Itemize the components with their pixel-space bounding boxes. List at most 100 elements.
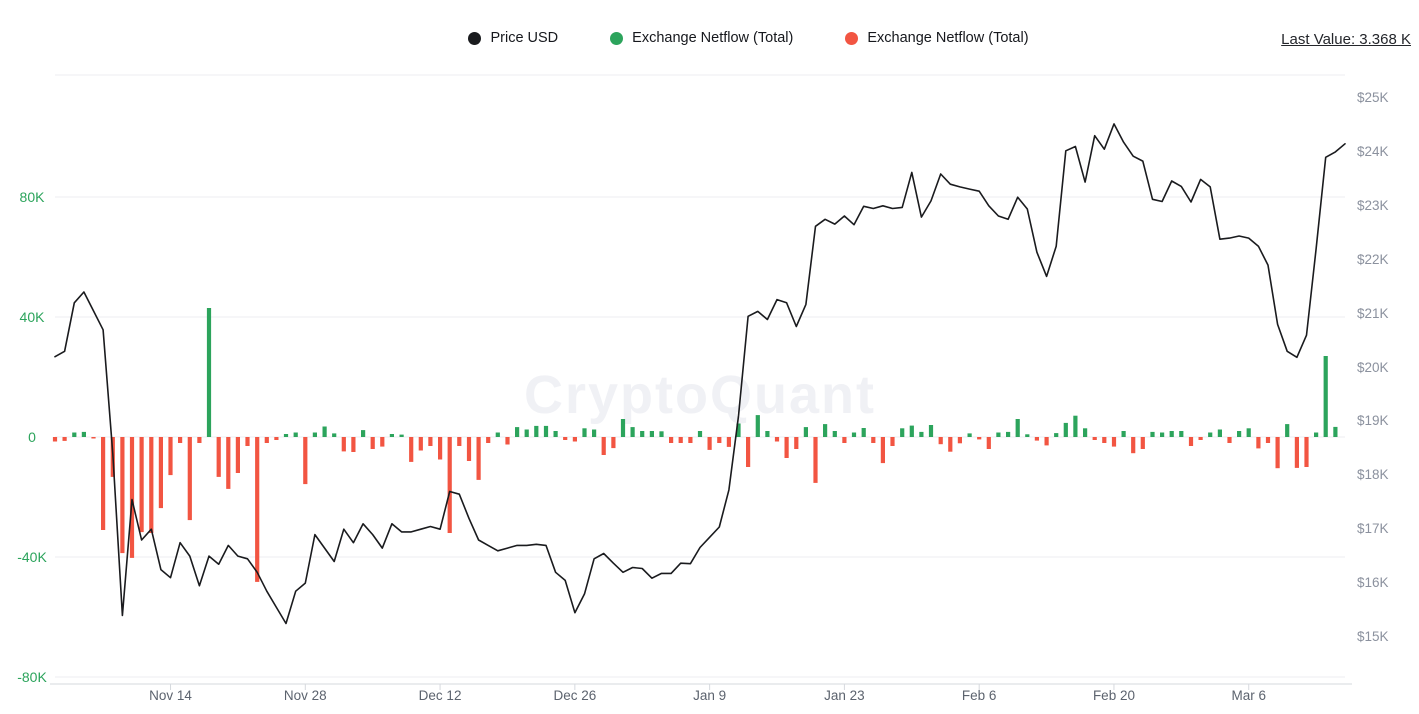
netflow-bar: [226, 437, 231, 489]
netflow-bar: [1073, 415, 1078, 437]
netflow-bar: [678, 437, 683, 443]
netflow-bar: [264, 437, 269, 443]
price-axis-label: $18K: [1357, 467, 1389, 482]
netflow-bar: [255, 437, 260, 582]
netflow-bar: [312, 432, 317, 437]
netflow-bar: [1083, 428, 1088, 437]
x-axis-label: Jan 9: [693, 688, 727, 703]
netflow-bar: [216, 437, 221, 477]
netflow-bar: [206, 308, 212, 437]
netflow-bar: [428, 437, 433, 446]
netflow-bar: [957, 437, 962, 444]
netflow-bar: [466, 437, 472, 461]
netflow-bar: [765, 431, 770, 437]
netflow-bar: [158, 437, 163, 509]
netflow-bar: [909, 425, 914, 437]
x-axis-label: Feb 20: [1092, 688, 1135, 703]
legend-item-netflow-negative[interactable]: Exchange Netflow (Total): [845, 30, 1029, 46]
netflow-bar: [1323, 356, 1328, 437]
netflow-bar: [1054, 433, 1059, 437]
netflow-bar: [1006, 431, 1011, 437]
netflow-axis-label: 80K: [19, 189, 45, 205]
gridlines: [50, 74, 1352, 685]
x-axis-label: Dec 12: [418, 688, 462, 703]
netflow-bar: [52, 437, 58, 442]
netflow-bar: [389, 434, 394, 437]
netflow-bar: [1198, 437, 1203, 440]
price-axis-label: $21K: [1357, 306, 1389, 321]
legend-item-netflow-positive[interactable]: Exchange Netflow (Total): [610, 30, 793, 46]
netflow-bar: [1150, 431, 1155, 437]
netflow-bar: [1034, 437, 1039, 441]
netflow-bar: [890, 437, 895, 446]
netflow-bar: [746, 437, 751, 467]
netflow-bar: [563, 437, 568, 440]
netflow-bar: [1169, 431, 1174, 437]
netflow-axis-label: 40K: [19, 309, 45, 325]
netflow-bar: [505, 437, 510, 445]
netflow-bar: [245, 437, 250, 446]
netflow-bar: [938, 437, 943, 445]
legend-label: Exchange Netflow (Total): [867, 30, 1029, 46]
netflow-bar: [601, 437, 606, 455]
price-axis-label: $22K: [1357, 252, 1389, 267]
netflow-bar: [1275, 437, 1280, 469]
price-axis-label: $17K: [1357, 521, 1389, 536]
netflow-bar: [1111, 437, 1117, 447]
legend-label: Price USD: [490, 30, 559, 46]
price-usd-dot-icon: [468, 31, 482, 45]
netflow-bar: [457, 437, 462, 446]
netflow-bar: [543, 425, 549, 437]
netflow-bar: [900, 428, 905, 437]
price-axis-label: $23K: [1357, 198, 1389, 213]
legend-item-price-usd[interactable]: Price USD: [468, 30, 558, 46]
netflow-bar: [1121, 431, 1126, 437]
netflow-bar: [851, 432, 857, 437]
netflow-bar: [293, 432, 298, 437]
netflow-bar: [774, 437, 780, 442]
netflow-bar: [688, 437, 693, 443]
netflow-bar: [534, 425, 539, 437]
netflow-bar: [370, 437, 375, 449]
netflow-bar: [726, 437, 731, 447]
watermark: CryptoQuant: [524, 365, 876, 425]
legend: Price USD Exchange Netflow (Total) Excha…: [0, 30, 1419, 46]
netflow-bar: [977, 437, 982, 440]
netflow-bar: [332, 433, 337, 437]
netflow-bar: [418, 437, 423, 451]
netflow-bar: [447, 437, 452, 533]
netflow-axis-label: -80K: [17, 669, 47, 685]
netflow-bar: [1333, 426, 1338, 437]
last-value-link[interactable]: Last Value: 3.368 K: [1281, 31, 1411, 48]
netflow-bar: [1131, 437, 1136, 454]
netflow-bar: [649, 431, 654, 437]
netflow-bar: [553, 431, 558, 437]
netflow-bar: [755, 415, 760, 437]
netflow-bar: [139, 437, 144, 533]
netflow-bar: [120, 437, 125, 554]
netflow-bar: [495, 432, 500, 437]
netflow-bar: [197, 437, 202, 443]
netflow-bar: [620, 419, 626, 437]
netflow-bar: [1188, 437, 1194, 446]
netflow-axis-label: -40K: [17, 549, 47, 565]
netflow-bar: [784, 437, 789, 458]
netflow-bar: [1160, 432, 1165, 437]
netflow-bar: [572, 437, 577, 442]
price-axis-label: $19K: [1357, 413, 1389, 428]
netflow-bar: [101, 437, 106, 530]
netflow-bar: [1246, 428, 1251, 437]
netflow-bar: [399, 434, 404, 437]
netflow-bar: [659, 431, 664, 437]
netflow-bar: [409, 437, 414, 462]
netflow-bar: [928, 425, 934, 437]
netflow-bar: [524, 429, 529, 437]
x-axis-label: Mar 6: [1231, 688, 1266, 703]
netflow-bar: [640, 431, 645, 437]
netflow-bar: [1285, 424, 1290, 437]
netflow-bar: [986, 437, 991, 449]
netflow-bar: [1063, 422, 1068, 437]
